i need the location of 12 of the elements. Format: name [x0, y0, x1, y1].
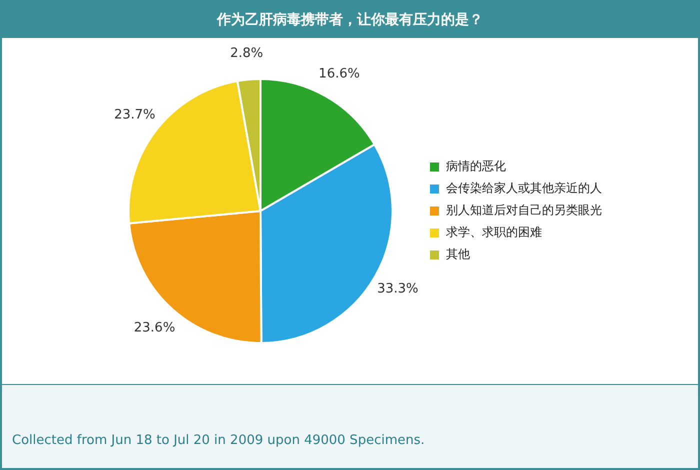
legend-label: 其他: [446, 247, 470, 262]
chart-title: 作为乙肝病毒携带者，让你最有压力的是？: [2, 2, 698, 38]
legend-label: 病情的恶化: [446, 159, 506, 174]
legend-label: 别人知道后对自己的另类眼光: [446, 203, 602, 218]
data-label: 23.6%: [134, 320, 176, 336]
data-label: 2.8%: [230, 46, 264, 61]
legend-label: 会传染给家人或其他亲近的人: [446, 181, 602, 196]
legend-label: 求学、求职的困难: [446, 225, 542, 240]
data-label: 23.7%: [114, 108, 156, 123]
data-label: 33.3%: [377, 282, 418, 297]
text: Collected from Jun 18 to Jul 20 in 2009 upon 49000 Specimens.: [12, 433, 426, 448]
data-label: 16.6%: [318, 66, 360, 82]
